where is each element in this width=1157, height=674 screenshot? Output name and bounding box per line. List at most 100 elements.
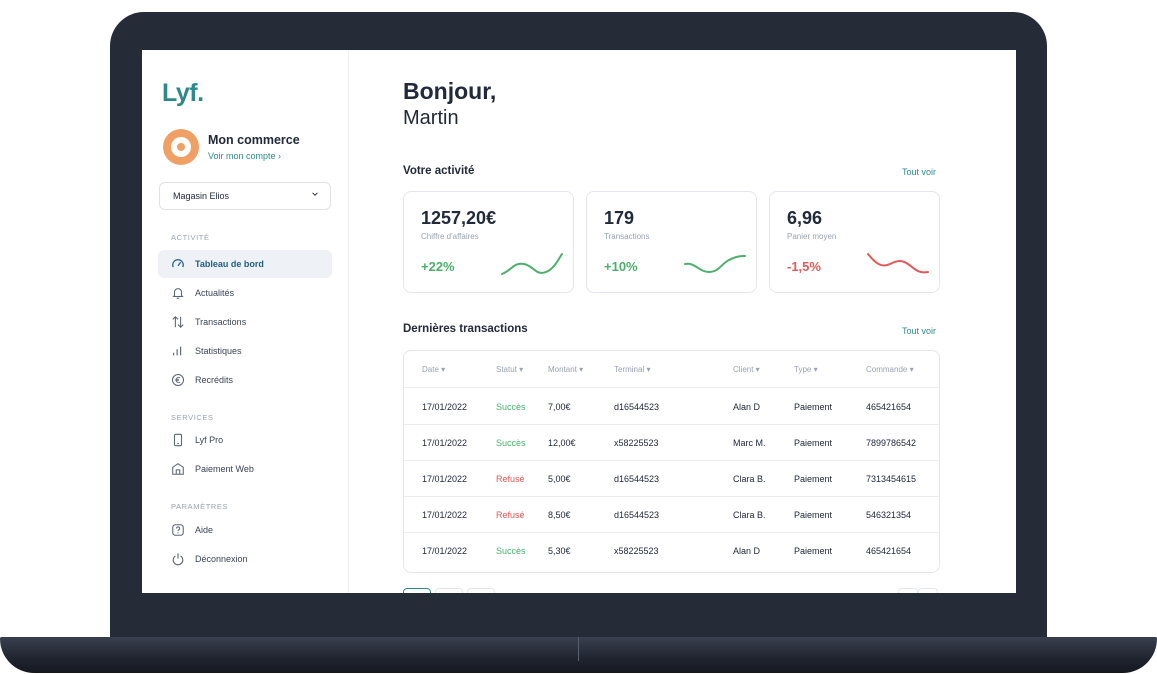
- cell-client: Marc M.: [733, 438, 766, 448]
- kpi-card-revenue[interactable]: 1257,20€ Chiffre d'affaires +22%: [403, 191, 574, 293]
- sidebar-item-label: Recrédits: [195, 375, 234, 385]
- kpi-change: +22%: [421, 259, 455, 274]
- transactions-table: Date ▾ Statut ▾ Montant ▾ Terminal ▾ Cli…: [403, 350, 940, 573]
- cell-order: 465421654: [866, 546, 912, 556]
- kpi-value: 179: [604, 208, 635, 228]
- table-row[interactable]: 17/01/2022 Refusé 5,00€ d16544523 Clara B. Pa…: [404, 460, 939, 497]
- cell-status: Succès: [496, 546, 526, 556]
- transactions-title: Dernières transactions: [403, 323, 528, 335]
- laptop-notch: [578, 637, 579, 661]
- sidebar: Lyf. Mon commerce Voir mon compte › Maga…: [142, 50, 349, 593]
- bell-icon: [172, 288, 184, 299]
- chevron-down-icon: [312, 192, 318, 196]
- flower-icon: [171, 137, 191, 157]
- table-row[interactable]: 17/01/2022 Succès 5,30€ x58225523 Alan D Paie…: [404, 532, 939, 568]
- pagination-page-1[interactable]: [403, 588, 431, 593]
- power-icon: [172, 553, 184, 566]
- table-row[interactable]: 17/01/2022 Succès 7,00€ d16544523 Alan D Paie…: [404, 388, 939, 425]
- sidebar-item-help[interactable]: Aide: [158, 516, 332, 544]
- help-icon: [172, 524, 184, 536]
- transactions-see-all-link[interactable]: Tout voir: [902, 326, 937, 336]
- table-row[interactable]: 17/01/2022 Succès 12,00€ x58225523 Marc M. Pa…: [404, 424, 939, 461]
- cell-amount: 12,00€: [548, 438, 576, 448]
- section-title-settings: PARAMÈTRES: [171, 502, 229, 511]
- trend-up-sparkline-icon: [501, 253, 563, 275]
- app-screen: Lyf. Mon commerce Voir mon compte › Maga…: [142, 50, 1016, 593]
- cell-client: Alan D: [733, 546, 761, 556]
- account-name: Mon commerce: [208, 133, 300, 147]
- table-row[interactable]: 17/01/2022 Refusé 8,50€ d16544523 Clara B. Pa…: [404, 496, 939, 533]
- kpi-label: Transactions: [604, 232, 650, 241]
- cell-order: 465421654: [866, 402, 912, 412]
- cell-date: 17/01/2022: [422, 402, 468, 412]
- activity-see-all-link[interactable]: Tout voir: [902, 167, 937, 177]
- activity-title: Votre activité: [403, 165, 475, 177]
- cell-order: 546321354: [866, 510, 912, 520]
- column-header-date[interactable]: Date ▾: [422, 365, 446, 374]
- kpi-label: Chiffre d'affaires: [421, 232, 479, 241]
- column-header-type[interactable]: Type ▾: [794, 365, 818, 374]
- kpi-change: +10%: [604, 259, 638, 274]
- store-avatar[interactable]: [163, 129, 199, 165]
- sidebar-item-dashboard[interactable]: Tableau de bord: [158, 250, 332, 278]
- pagination-prev-button[interactable]: [898, 588, 918, 593]
- store-select[interactable]: Magasin Elios: [159, 182, 331, 210]
- sidebar-item-transactions[interactable]: Transactions: [158, 308, 332, 336]
- cell-status: Refusé: [496, 474, 525, 484]
- cell-type: Paiement: [794, 402, 833, 412]
- sidebar-item-logout[interactable]: Déconnexion: [158, 545, 332, 573]
- cell-type: Paiement: [794, 510, 833, 520]
- section-title-activity: ACTIVITÉ: [171, 233, 210, 242]
- sidebar-item-statistics[interactable]: Statistiques: [158, 337, 332, 365]
- cell-terminal: x58225523: [614, 438, 659, 448]
- sidebar-item-recredits[interactable]: Recrédits: [158, 366, 332, 394]
- store-icon: [172, 463, 184, 475]
- sidebar-item-label: Aide: [195, 525, 214, 535]
- cell-date: 17/01/2022: [422, 474, 468, 484]
- column-header-terminal[interactable]: Terminal ▾: [614, 365, 651, 374]
- euro-circle-icon: [171, 373, 185, 387]
- view-account-link[interactable]: Voir mon compte ›: [208, 151, 282, 161]
- cell-client: Alan D: [733, 402, 761, 412]
- laptop-base: [0, 637, 1157, 673]
- kpi-card-average-basket[interactable]: 6,96 Panier moyen -1,5%: [769, 191, 940, 293]
- table-header: Date ▾ Statut ▾ Montant ▾ Terminal ▾ Cli…: [404, 351, 939, 388]
- dashboard-gauge-icon: [172, 259, 184, 268]
- section-title-services: SERVICES: [171, 413, 214, 422]
- cell-amount: 5,30€: [548, 546, 571, 556]
- column-header-amount[interactable]: Montant ▾: [548, 365, 584, 374]
- cell-type: Paiement: [794, 474, 833, 484]
- brand-logo[interactable]: Lyf.: [162, 79, 204, 107]
- cell-date: 17/01/2022: [422, 546, 468, 556]
- sidebar-item-label: Statistiques: [195, 346, 242, 356]
- cell-amount: 8,50€: [548, 510, 571, 520]
- kpi-value: 1257,20€: [421, 208, 497, 228]
- cell-terminal: d16544523: [614, 474, 660, 484]
- sidebar-item-news[interactable]: Actualités: [158, 279, 332, 307]
- cell-status: Refusé: [496, 510, 525, 520]
- bar-chart-icon: [173, 346, 182, 356]
- sidebar-item-label: Transactions: [195, 317, 247, 327]
- column-header-order[interactable]: Commande ▾: [866, 365, 914, 374]
- column-header-status[interactable]: Statut ▾: [496, 365, 524, 374]
- cell-order: 7313454615: [866, 474, 917, 484]
- cell-date: 17/01/2022: [422, 510, 468, 520]
- sidebar-item-lyf-pro[interactable]: Lyf Pro: [158, 426, 332, 454]
- cell-client: Clara B.: [733, 474, 766, 484]
- cell-status: Succès: [496, 402, 526, 412]
- pagination-page-3[interactable]: [467, 588, 495, 593]
- sidebar-item-web-payment[interactable]: Paiement Web: [158, 455, 332, 483]
- kpi-card-transactions[interactable]: 179 Transactions +10%: [586, 191, 757, 293]
- cell-date: 17/01/2022: [422, 438, 468, 448]
- pagination-next-button[interactable]: [918, 588, 938, 593]
- cell-order: 7899786542: [866, 438, 917, 448]
- pagination-page-2[interactable]: [435, 588, 463, 593]
- phone-icon: [173, 433, 183, 447]
- column-header-client[interactable]: Client ▾: [733, 365, 760, 374]
- trend-down-sparkline-icon: [867, 253, 929, 274]
- sidebar-item-label: Tableau de bord: [195, 259, 264, 269]
- sidebar-item-label: Actualités: [195, 288, 235, 298]
- greeting-title: Bonjour,: [403, 78, 497, 104]
- cell-terminal: d16544523: [614, 510, 660, 520]
- cell-type: Paiement: [794, 546, 833, 556]
